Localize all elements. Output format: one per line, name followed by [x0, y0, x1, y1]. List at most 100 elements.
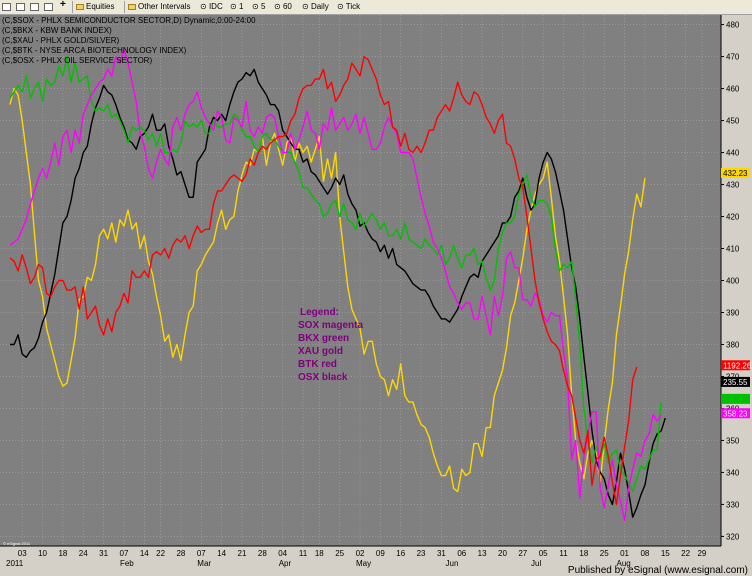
chart-icon-button[interactable]	[16, 2, 27, 12]
y-tick-label: 410	[726, 245, 740, 254]
x-tick-label: 31	[99, 549, 108, 558]
interval-1-button[interactable]: ⊙ 1	[230, 2, 243, 12]
series-header-line: (C,$SOX - PHLX SEMICONDUCTOR SECTOR,D) D…	[2, 16, 256, 25]
x-tick-label: 02	[356, 549, 365, 558]
x-tick-label: 18	[579, 549, 588, 558]
month-label: Jun	[446, 559, 459, 568]
series-line	[10, 68, 666, 518]
x-tick-label: 18	[58, 549, 67, 558]
value-tag-bg	[721, 360, 750, 371]
interval-5-button[interactable]: ⊙ 5	[252, 2, 265, 12]
value-tag-label: 1192.26	[723, 361, 752, 370]
y-tick-label: 390	[726, 308, 740, 317]
y-tick-label: 440	[726, 149, 740, 158]
equities-label: Equities	[86, 2, 115, 11]
x-tick-label: 24	[79, 549, 88, 558]
x-tick-label: 27	[518, 549, 527, 558]
x-tick-label: 13	[478, 549, 487, 558]
y-tick-label: 470	[726, 53, 740, 62]
value-tag-label: 432.23	[723, 169, 748, 178]
series-line	[9, 55, 662, 493]
x-tick-label: 15	[661, 549, 670, 558]
value-tag-bg	[721, 408, 750, 419]
published-by: Published by eSignal (www.esignal.com)	[567, 565, 748, 576]
table-icon	[16, 2, 25, 11]
folder-icon	[128, 3, 136, 10]
tick-button[interactable]: ⊙ Tick	[337, 2, 360, 12]
x-axis: 03 10 18 24 31 07 14 22 28 07 14 21 28 04 11 18 25 02 09 16…	[0, 545, 721, 568]
series-group	[9, 49, 666, 522]
y-tick-label: 420	[726, 213, 740, 222]
x-tick-label: 22	[156, 549, 165, 558]
interval-5-label: 5	[260, 2, 266, 11]
tick-label: Tick	[345, 2, 361, 11]
annotation-line: XAU gold	[298, 346, 343, 357]
clock-icon: ⊙	[337, 2, 346, 11]
add-symbol-button[interactable]: +	[60, 0, 66, 10]
lock-icon-button[interactable]	[44, 2, 55, 12]
x-tick-label: 21	[238, 549, 247, 558]
x-tick-label: 10	[38, 549, 47, 558]
value-tag-label: 235.55	[723, 378, 748, 387]
x-tick-label: 28	[258, 549, 267, 558]
month-label: Apr	[279, 559, 292, 568]
month-label: 2011	[6, 559, 24, 568]
value-tag-bg	[721, 168, 750, 179]
daily-button[interactable]: ⊙ Daily	[302, 2, 329, 12]
lock-icon	[44, 2, 53, 11]
y-tick-label: 320	[726, 532, 740, 541]
value-tags: 1192.26 235.55 358.23 432.23	[721, 168, 752, 419]
y-tick-label: 350	[726, 436, 740, 445]
x-tick-label: 20	[498, 549, 507, 558]
y-tick-label: 340	[726, 468, 740, 477]
annotation-title: Legend:	[300, 307, 339, 318]
x-tick-label: 29	[697, 549, 706, 558]
x-tick-label: 11	[299, 549, 308, 558]
other-intervals-menu[interactable]: Other Intervals	[128, 2, 190, 12]
clock-icon: ⊙	[200, 2, 209, 11]
series-line	[9, 55, 638, 506]
value-tag-bg	[721, 376, 750, 387]
interval-60-button[interactable]: ⊙ 60	[274, 2, 292, 12]
x-tick-label: 07	[120, 549, 129, 558]
x-tick-label: 05	[539, 549, 548, 558]
y-tick-label: 380	[726, 340, 740, 349]
x-tick-label: 08	[640, 549, 649, 558]
price-chart[interactable]: 3203303403503603703803904004104204304404…	[0, 15, 752, 576]
link-icon-button[interactable]	[30, 2, 41, 12]
x-tick-label: 03	[18, 549, 27, 558]
daily-label: Daily	[310, 2, 329, 11]
value-tag-label: 358.23	[723, 409, 748, 418]
x-tick-label: 07	[197, 549, 206, 558]
x-tick-label: 28	[176, 549, 185, 558]
clock-icon: ⊙	[230, 2, 239, 11]
x-tick-label: 18	[315, 549, 324, 558]
month-label: Feb	[120, 559, 134, 568]
clock-icon: ⊙	[302, 2, 311, 11]
month-label: Jul	[531, 559, 541, 568]
x-tick-label: 09	[376, 549, 385, 558]
x-tick-label: 25	[335, 549, 344, 558]
x-tick-label: 11	[559, 549, 568, 558]
clock-icon: ⊙	[274, 2, 283, 11]
annotation-line: BKX green	[298, 333, 349, 344]
x-tick-label: 16	[396, 549, 405, 558]
y-tick-label: 330	[726, 500, 740, 509]
equities-menu[interactable]: Equities	[76, 2, 114, 12]
interval-1-label: 1	[238, 2, 244, 11]
grid	[0, 15, 721, 546]
y-tick-label: 480	[726, 21, 740, 30]
series-header-line: (C,$BKX - KBW BANK INDEX)	[2, 26, 112, 35]
annotation-line: SOX magenta	[298, 320, 363, 331]
idc-label: IDC	[208, 2, 223, 11]
annotation-line: OSX black	[298, 372, 348, 383]
x-tick-label: 25	[600, 549, 609, 558]
series-header: (C,$SOX - PHLX SEMICONDUCTOR SECTOR,D) D…	[2, 16, 256, 65]
series-line	[9, 87, 646, 493]
month-label: Aug	[617, 559, 631, 568]
folder-icon	[76, 3, 84, 10]
symbol-box[interactable]	[2, 2, 13, 12]
x-tick-label: 01	[620, 549, 629, 558]
y-tick-label: 430	[726, 181, 740, 190]
idc-button[interactable]: ⊙ IDC	[200, 2, 223, 12]
